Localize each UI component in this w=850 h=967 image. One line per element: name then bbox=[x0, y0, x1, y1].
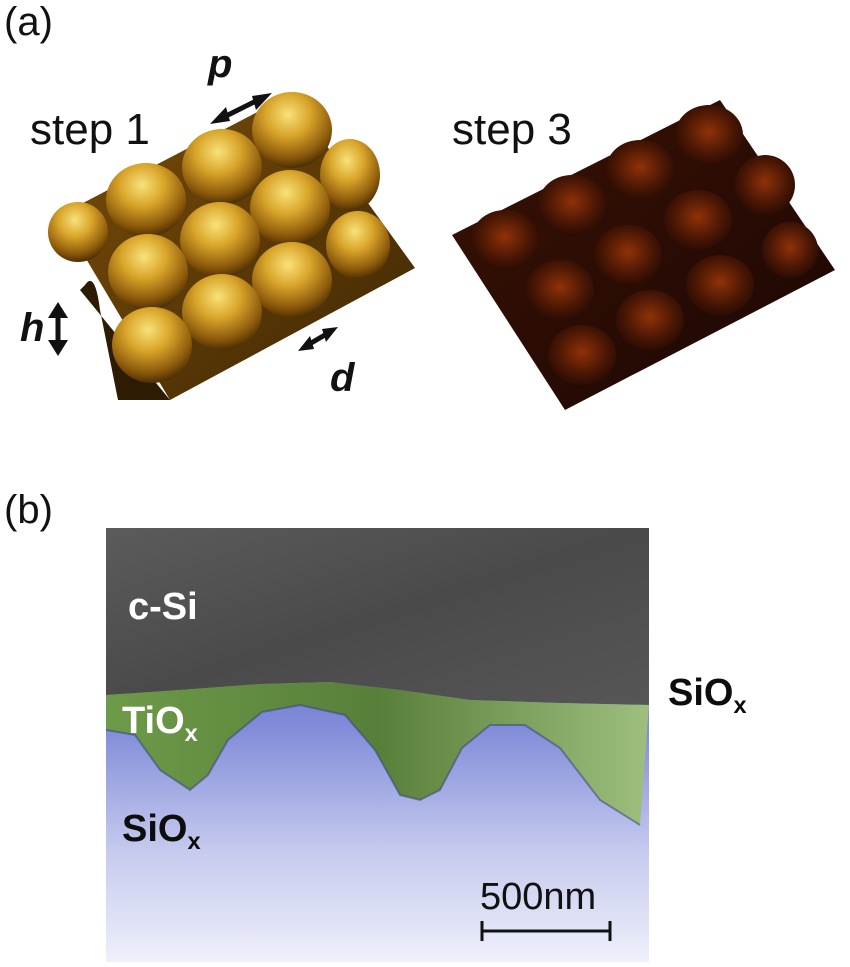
step1-bump-grid bbox=[48, 92, 390, 383]
siox-inner-label-base: SiO bbox=[122, 808, 188, 850]
siox-right-label-base: SiO bbox=[668, 672, 734, 714]
siox-right-label: SiOx bbox=[668, 672, 747, 719]
c-si-region bbox=[106, 528, 649, 705]
tiox-label-sub: x bbox=[184, 720, 198, 747]
tiox-label-base: TiO bbox=[122, 700, 185, 742]
siox-inner-label: SiOx bbox=[122, 808, 201, 855]
h-label: h bbox=[20, 306, 45, 350]
p-arrow-icon bbox=[210, 93, 272, 124]
c-si-label: c-Si bbox=[128, 586, 198, 628]
sem-cross-section bbox=[105, 528, 649, 962]
step3-afm-surface bbox=[452, 100, 835, 410]
step3-label: step 3 bbox=[452, 105, 572, 154]
scale-bar-label: 500nm bbox=[480, 876, 597, 918]
d-label: d bbox=[330, 356, 355, 400]
siox-right-label-sub: x bbox=[733, 692, 747, 719]
d-arrow-icon bbox=[298, 327, 338, 351]
step1-afm-surface bbox=[48, 92, 415, 400]
step1-label: step 1 bbox=[30, 105, 150, 154]
panel-a-label: (a) bbox=[4, 0, 53, 44]
h-arrow-icon bbox=[48, 302, 68, 356]
p-label: p bbox=[208, 42, 233, 86]
step3-bump-grid bbox=[471, 105, 818, 385]
panel-b-label: (b) bbox=[4, 488, 53, 532]
scale-bar bbox=[480, 921, 612, 941]
siox-inner-label-sub: x bbox=[187, 828, 201, 855]
tiox-label: TiOx bbox=[122, 700, 198, 747]
